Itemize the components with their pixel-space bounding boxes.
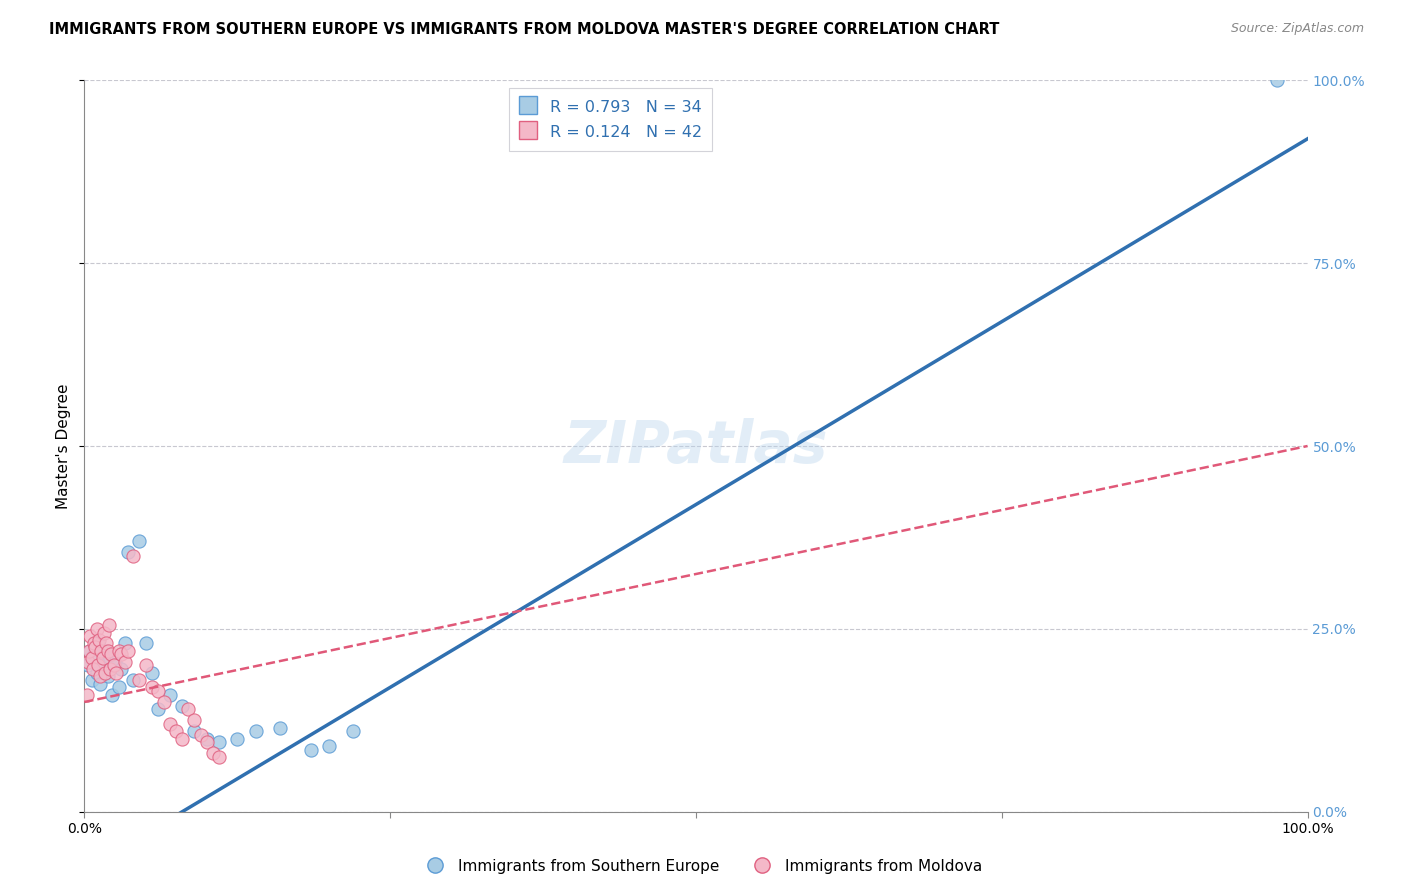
Point [153,695,176,709]
Point [195,731,218,746]
Point [177,702,200,716]
Point [104,655,127,669]
Point [183,724,205,739]
Point [98,662,121,676]
Point [318,739,340,753]
Point [342,724,364,739]
Point [135,636,157,650]
Point [83,636,105,650]
Point [114,655,136,669]
Point [87,632,110,647]
Point [208,749,231,764]
Point [97,618,120,632]
Point [87,636,110,650]
Point [183,714,205,728]
Point [89,676,111,690]
Point [77,658,100,673]
Point [83,648,105,662]
Point [80,651,103,665]
Point [128,673,150,687]
Point [76,688,98,702]
Point [172,698,194,713]
Point [107,644,129,658]
Point [159,688,181,702]
Text: ZIPatlas: ZIPatlas [564,417,828,475]
Point [94,644,117,658]
Point [101,688,124,702]
Point [269,721,291,735]
Point [141,681,163,695]
Point [114,636,136,650]
Point [122,673,145,687]
Point [97,669,120,683]
Point [79,644,101,658]
Point [93,625,115,640]
Point [89,669,111,683]
Point [146,684,169,698]
Point [1265,73,1288,87]
Point [195,735,218,749]
Point [91,651,114,665]
Point [86,665,108,680]
Point [110,662,132,676]
Point [299,742,322,756]
Point [201,746,224,760]
Point [107,681,129,695]
Point [208,735,231,749]
Point [77,644,100,658]
Point [96,636,118,650]
Point [105,665,128,680]
Point [128,534,150,549]
Point [80,673,103,687]
Text: Source: ZipAtlas.com: Source: ZipAtlas.com [1230,22,1364,36]
Point [159,717,181,731]
Point [79,629,101,643]
Y-axis label: Master's Degree: Master's Degree [56,384,72,508]
Point [82,662,104,676]
Point [146,702,169,716]
Point [172,731,194,746]
Point [97,644,120,658]
Point [110,648,132,662]
Point [84,640,107,655]
Point [91,658,114,673]
Point [117,545,139,559]
Point [245,724,267,739]
Point [103,658,125,673]
Point [87,658,110,673]
Point [190,728,212,742]
Point [122,549,145,563]
Point [226,731,249,746]
Text: IMMIGRANTS FROM SOUTHERN EUROPE VS IMMIGRANTS FROM MOLDOVA MASTER'S DEGREE CORRE: IMMIGRANTS FROM SOUTHERN EUROPE VS IMMIG… [49,22,1000,37]
Legend: Immigrants from Southern Europe, Immigrants from Moldova: Immigrants from Southern Europe, Immigra… [418,853,988,880]
Point [135,658,157,673]
Point [141,665,163,680]
Point [100,648,122,662]
Point [86,622,108,636]
Point [94,665,117,680]
Point [98,651,121,665]
Point [165,724,187,739]
Point [77,655,100,669]
Point [90,644,112,658]
Legend: R = 0.793   N = 34, R = 0.124   N = 42: R = 0.793 N = 34, R = 0.124 N = 42 [509,88,711,151]
Point [117,644,139,658]
